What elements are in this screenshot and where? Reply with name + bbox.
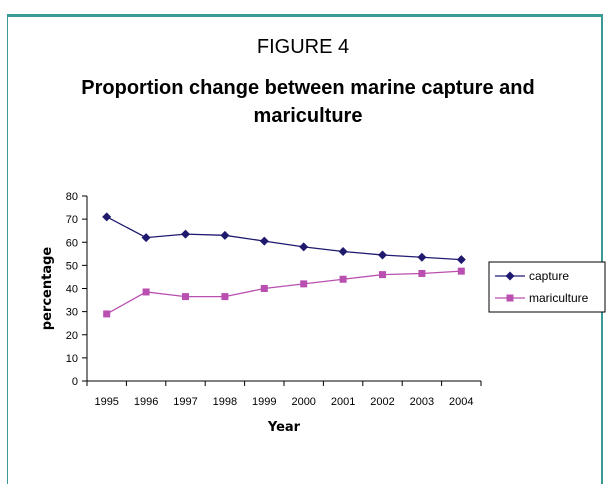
data-point-mariculture bbox=[103, 310, 111, 318]
legend-marker-mariculture bbox=[506, 294, 514, 302]
x-axis-title: Year bbox=[267, 420, 301, 435]
legend-box bbox=[488, 261, 606, 313]
x-tick-label: 1998 bbox=[213, 396, 237, 408]
legend-label-mariculture: mariculture bbox=[529, 291, 589, 305]
x-tick-label: 2002 bbox=[370, 396, 394, 408]
x-tick-label: 1999 bbox=[252, 396, 276, 408]
data-point-mariculture bbox=[457, 267, 465, 275]
series-line-capture bbox=[106, 216, 462, 261]
series-line-mariculture bbox=[106, 270, 462, 315]
y-tick-label: 40 bbox=[66, 284, 78, 296]
y-tick-label: 50 bbox=[66, 260, 78, 272]
x-tick-label: 2000 bbox=[291, 396, 315, 408]
data-point-capture bbox=[259, 236, 269, 246]
data-point-capture bbox=[141, 233, 151, 243]
figure-title: Proportion change between marine capture… bbox=[81, 77, 535, 127]
figure-label: FIGURE 4 bbox=[256, 36, 350, 58]
y-tick-label: 20 bbox=[66, 330, 78, 342]
data-point-mariculture bbox=[142, 288, 150, 296]
data-point-mariculture bbox=[339, 275, 347, 283]
data-point-capture bbox=[102, 212, 112, 222]
x-tick-label: 1996 bbox=[134, 396, 158, 408]
y-tick-label: 0 bbox=[72, 376, 78, 388]
data-point-capture bbox=[299, 242, 309, 252]
data-point-capture bbox=[338, 247, 348, 256]
legend-label-capture: capture bbox=[529, 269, 569, 283]
x-tick-label: 2001 bbox=[331, 396, 355, 408]
data-point-mariculture bbox=[221, 293, 229, 301]
data-point-mariculture bbox=[379, 271, 386, 279]
x-tick-label: 1997 bbox=[173, 396, 197, 408]
legend-marker-capture bbox=[505, 271, 515, 281]
data-point-capture bbox=[378, 250, 387, 260]
y-tick-label: 10 bbox=[66, 353, 78, 365]
x-tick-label: 1995 bbox=[94, 396, 118, 408]
x-tick-label: 2004 bbox=[449, 396, 473, 408]
x-tick-label: 2003 bbox=[410, 396, 434, 408]
data-point-mariculture bbox=[300, 280, 308, 288]
data-point-capture bbox=[220, 230, 230, 240]
data-point-capture bbox=[456, 255, 466, 265]
y-axis-title: percentage bbox=[40, 247, 55, 331]
data-point-capture bbox=[417, 252, 427, 262]
figure-frame bbox=[7, 14, 603, 484]
y-tick-label: 60 bbox=[66, 237, 78, 249]
y-tick-label: 80 bbox=[66, 191, 78, 203]
y-tick-label: 30 bbox=[66, 307, 78, 319]
data-point-mariculture bbox=[182, 293, 189, 301]
data-point-mariculture bbox=[418, 269, 426, 277]
y-tick-label: 70 bbox=[66, 214, 78, 226]
data-point-capture bbox=[181, 229, 190, 239]
data-point-mariculture bbox=[260, 285, 268, 292]
